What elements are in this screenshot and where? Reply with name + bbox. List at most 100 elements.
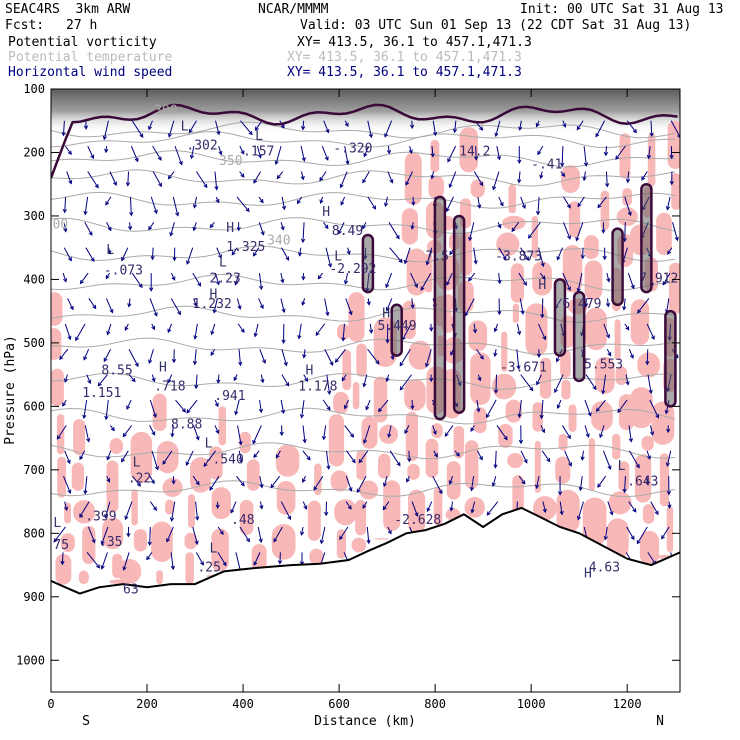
extremum-marker: H <box>209 287 217 302</box>
wind-arrowhead <box>516 365 521 370</box>
wind-vector <box>231 247 238 256</box>
wind-vector <box>270 475 281 488</box>
wind-vector <box>420 272 432 291</box>
wind-vector <box>641 171 648 181</box>
wind-vector <box>519 298 524 314</box>
contour-label: 340 <box>267 234 290 249</box>
wind-arrowhead <box>432 131 438 137</box>
wind-arrowhead <box>539 414 544 420</box>
wind-vector <box>603 323 610 338</box>
wind-vector <box>597 196 607 208</box>
wind-vector <box>576 120 584 130</box>
wind-arrowhead <box>602 255 607 261</box>
wind-arrowhead <box>169 517 175 522</box>
wind-arrowhead <box>285 256 290 261</box>
wind-arrowhead <box>605 302 611 308</box>
wind-vector <box>585 298 587 307</box>
wind-vector <box>363 374 368 387</box>
wind-vector <box>170 272 176 281</box>
wind-vector <box>475 146 477 160</box>
wind-vector <box>193 425 200 440</box>
wind-arrowhead <box>387 433 392 438</box>
contour-label: .22 <box>128 472 151 487</box>
wind-arrowhead <box>167 378 172 384</box>
pv-shading <box>383 480 401 532</box>
wind-vector <box>253 247 260 257</box>
wind-arrowhead <box>136 482 141 487</box>
extremum-marker: L <box>53 516 61 531</box>
wind-vector <box>84 222 93 236</box>
contour-label: 1.232 <box>193 297 232 312</box>
wind-vector <box>477 196 481 208</box>
wind-vector <box>128 298 131 307</box>
pv-shading <box>498 423 513 449</box>
wind-vector <box>473 247 477 264</box>
wind-arrowhead <box>347 505 352 510</box>
wind-arrowhead <box>259 483 264 489</box>
wind-arrowhead <box>148 125 152 131</box>
wind-vector <box>365 399 371 410</box>
pv-shading <box>165 499 174 515</box>
wind-arrowhead <box>87 379 92 385</box>
wind-arrowhead <box>90 257 95 263</box>
wind-arrowhead <box>486 511 491 516</box>
wind-arrowhead <box>386 149 392 155</box>
wind-arrowhead <box>561 172 566 178</box>
wind-vector <box>236 475 245 486</box>
wind-arrowhead <box>521 204 526 209</box>
wind-arrowhead <box>606 278 611 283</box>
contour-label: -.073 <box>104 263 143 278</box>
pv-shading <box>473 407 487 434</box>
wind-arrowhead <box>151 431 156 436</box>
wind-arrowhead <box>667 504 672 509</box>
wind-vector <box>238 450 243 463</box>
wind-vector <box>433 450 438 457</box>
wind-vector <box>168 120 175 137</box>
wind-vector <box>662 272 671 286</box>
wind-arrowhead <box>449 507 454 512</box>
wind-vector <box>384 196 388 207</box>
wind-vector <box>666 298 670 313</box>
wind-arrowhead <box>240 328 245 333</box>
wind-vector <box>67 298 74 310</box>
wind-vector <box>109 425 115 431</box>
wind-vector <box>564 450 572 466</box>
extremum-marker: L <box>255 129 263 144</box>
wind-arrowhead <box>344 122 349 128</box>
wind-vector <box>386 298 393 311</box>
wind-arrowhead <box>96 564 101 569</box>
contour-label: 5.449 <box>378 319 417 334</box>
pv-shading <box>342 349 352 391</box>
field-xy-wind: XY= 413.5, 36.1 to 457.1,471.3 <box>287 65 522 80</box>
wind-arrowhead <box>329 361 334 366</box>
wind-arrowhead <box>104 415 109 421</box>
wind-arrowhead <box>215 504 220 509</box>
wind-arrowhead <box>230 509 235 514</box>
wind-arrowhead <box>385 377 390 383</box>
wind-arrowhead <box>304 377 308 383</box>
wind-arrowhead <box>585 433 590 438</box>
contour-label: 8.88 <box>171 418 202 433</box>
wind-vector <box>86 552 100 569</box>
wind-arrowhead <box>139 133 144 138</box>
pv-contour <box>361 233 375 294</box>
wind-vector <box>56 425 67 440</box>
wind-vector <box>367 348 380 365</box>
wind-arrowhead <box>253 453 258 459</box>
wind-vector <box>192 272 201 287</box>
wind-arrowhead <box>649 132 654 138</box>
wind-vector <box>275 145 282 165</box>
wind-vector <box>259 399 262 413</box>
wind-vector <box>579 476 583 491</box>
wind-vector <box>563 222 571 239</box>
wind-vector <box>454 450 460 457</box>
wind-arrowhead <box>216 379 221 384</box>
wind-arrowhead <box>410 405 415 410</box>
wind-arrowhead <box>107 250 112 255</box>
wind-vector <box>79 501 90 518</box>
pv-contour <box>390 303 403 357</box>
wind-vector <box>470 425 475 432</box>
wind-arrowhead <box>362 382 367 388</box>
wind-vector <box>518 171 521 183</box>
